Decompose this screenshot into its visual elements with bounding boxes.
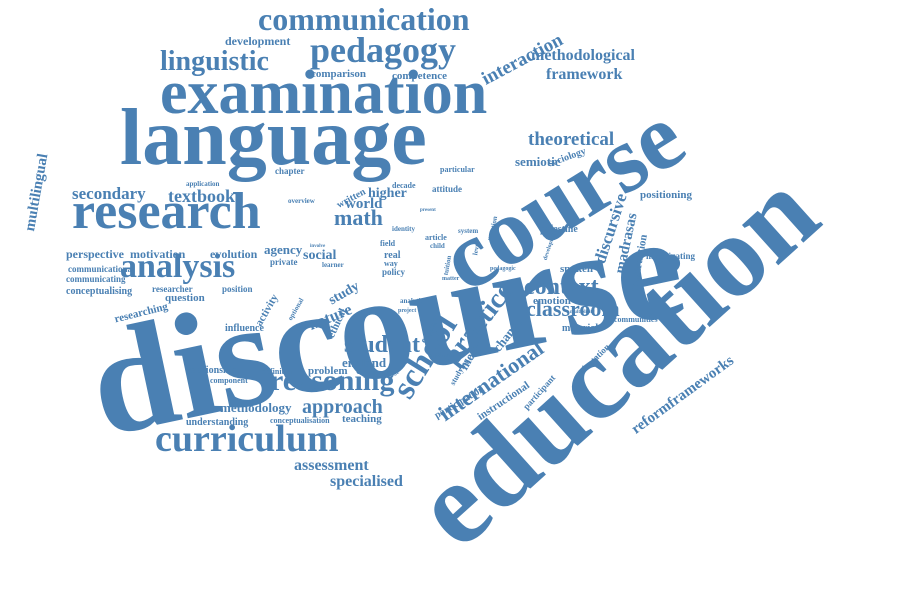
word-application: application (186, 180, 220, 188)
word-analysis: analysis (120, 248, 236, 285)
word-way: way (384, 259, 398, 268)
word-pedagogic: pedagogic (490, 266, 516, 272)
word-implication: implication (430, 354, 455, 359)
word-comparison: comparison (311, 68, 366, 80)
word-communication: communication (258, 1, 470, 37)
word-private: private (270, 257, 298, 267)
word-competence: competence (392, 70, 447, 82)
word-policy: policy (382, 267, 406, 277)
word-identity: identity (392, 225, 415, 233)
word-decade: decade (392, 181, 416, 190)
word-england: england (342, 355, 387, 370)
word-secondary: secondary (72, 184, 146, 203)
word-knowledge: knowledge (372, 370, 400, 376)
word-communicating: communicating (66, 274, 126, 284)
word-conceptualising: conceptualising (66, 286, 133, 297)
word-field: field (380, 239, 396, 248)
word-real: real (384, 250, 401, 261)
word-theoretical: theoretical (528, 129, 615, 150)
word-project: project (398, 308, 417, 314)
word-pedagogy: pedagogy (310, 30, 457, 70)
word-world: world (345, 196, 383, 212)
word-analytic: analytic (400, 297, 424, 305)
word-influence: influence (225, 323, 264, 334)
word-overview: overview (288, 197, 315, 205)
word-teaching: teaching (342, 413, 382, 425)
word-material: material (562, 323, 599, 334)
word-palestine: palestine (540, 224, 578, 235)
word-question: question (165, 292, 205, 304)
word-assessment: assessment (294, 457, 369, 474)
word-investigating: investigating (646, 251, 696, 261)
word-evolution: evolution (210, 247, 258, 261)
word-student: student (344, 332, 421, 358)
word-recontextualisation: recontextualisation (0, 112, 2, 381)
word-agency: agency (264, 242, 303, 257)
word-linguistic: linguistic (160, 46, 269, 77)
word-learner: learner (322, 261, 344, 269)
word-multiplicity: multiplicity (570, 310, 595, 315)
word-component: component (210, 376, 248, 385)
word-conceptualisation: conceptualisation (270, 416, 330, 425)
word-child: child (430, 242, 445, 250)
word-curriculum: curriculum (155, 418, 339, 460)
word-researcher: researcher (152, 284, 193, 294)
word-problem: problem (308, 365, 348, 377)
word-reasoning: reasoning (270, 364, 395, 397)
word-relationship: relationship (186, 365, 237, 376)
word-language: language (120, 94, 427, 182)
word-present: present (420, 208, 436, 213)
word-spoken: spoken (560, 263, 594, 275)
word-development: development (225, 34, 291, 48)
word-perspective: perspective (66, 247, 124, 261)
word-social: social (303, 248, 337, 263)
word-emotion: emotion (533, 295, 571, 307)
word-approach: approach (302, 396, 383, 418)
word-understanding: understanding (186, 417, 249, 428)
word-attitude: attitude (432, 184, 462, 194)
word-methodology: methodology (220, 400, 292, 415)
word-context: context (524, 274, 599, 300)
word-article: article (425, 233, 447, 242)
word-semiotic: semiotic (515, 154, 561, 169)
word-specialised: specialised (330, 473, 403, 490)
word-textbook: textbook (168, 186, 235, 206)
word-positioning: positioning (640, 189, 692, 201)
word-examination: examination (160, 59, 488, 127)
word-motivation: motivation (130, 247, 186, 261)
word-chapter: chapter (275, 166, 305, 176)
word-higher: higher (368, 186, 407, 201)
word-math: math (334, 205, 383, 230)
word-involve: involve (310, 244, 326, 249)
word-definition: definition (262, 367, 295, 376)
word-communities: communities (614, 315, 658, 324)
word-research: research (72, 183, 261, 240)
word-position: position (222, 284, 253, 294)
word-matter: matter (442, 276, 460, 282)
word-multilingual: multilingual (22, 152, 52, 233)
word-classroom: classroom (526, 296, 620, 321)
word-system: system (458, 227, 479, 235)
word-framework: framework (546, 66, 623, 83)
word-particular: particular (440, 165, 475, 174)
word-communicational: communicational (68, 264, 135, 274)
word-methodological: methodological (531, 47, 635, 64)
